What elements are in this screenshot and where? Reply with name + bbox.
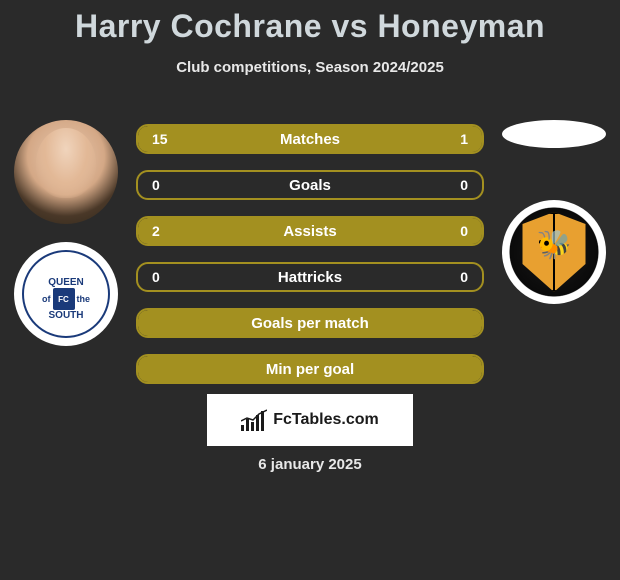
stat-value-player2: 1 [460,131,468,147]
stats-table: 15Matches10Goals02Assists00Hattricks0Goa… [136,124,484,400]
stat-row-goals-per-match: Goals per match [136,308,484,338]
badge2-wasp-icon: 🐝 [537,228,572,261]
stat-value-player2: 0 [460,223,468,239]
date-label: 6 january 2025 [0,456,620,473]
attribution-banner[interactable]: FcTables.com [207,394,413,446]
stat-label: Matches [138,131,482,148]
player2-club-badge: 🐝 [502,200,606,304]
player2-column: 🐝 [494,120,614,304]
stat-label: Goals [138,177,482,194]
stat-value-player2: 0 [460,269,468,285]
page-title: Harry Cochrane vs Honeyman [0,8,620,45]
stat-label: Assists [138,223,482,240]
player1-name: Harry Cochrane [75,8,322,44]
subtitle: Club competitions, Season 2024/2025 [0,59,620,76]
player2-name: Honeyman [377,8,545,44]
stat-row-matches: 15Matches1 [136,124,484,154]
stat-row-min-per-goal: Min per goal [136,354,484,384]
player1-column: QUEEN of FC the SOUTH [6,120,126,346]
trend-line-icon [241,409,267,423]
stat-label: Goals per match [138,315,482,332]
attribution-text: FcTables.com [273,411,379,429]
player2-photo-placeholder [502,120,606,148]
vs-separator: vs [331,8,368,44]
stat-row-hattricks: 0Hattricks0 [136,262,484,292]
stat-row-assists: 2Assists0 [136,216,484,246]
bar-chart-icon [241,409,267,431]
stat-row-goals: 0Goals0 [136,170,484,200]
stat-value-player2: 0 [460,177,468,193]
player1-club-badge: QUEEN of FC the SOUTH [14,242,118,346]
player1-photo [14,120,118,224]
stat-label: Hattricks [138,269,482,286]
badge-ring [22,250,110,338]
stat-label: Min per goal [138,361,482,378]
